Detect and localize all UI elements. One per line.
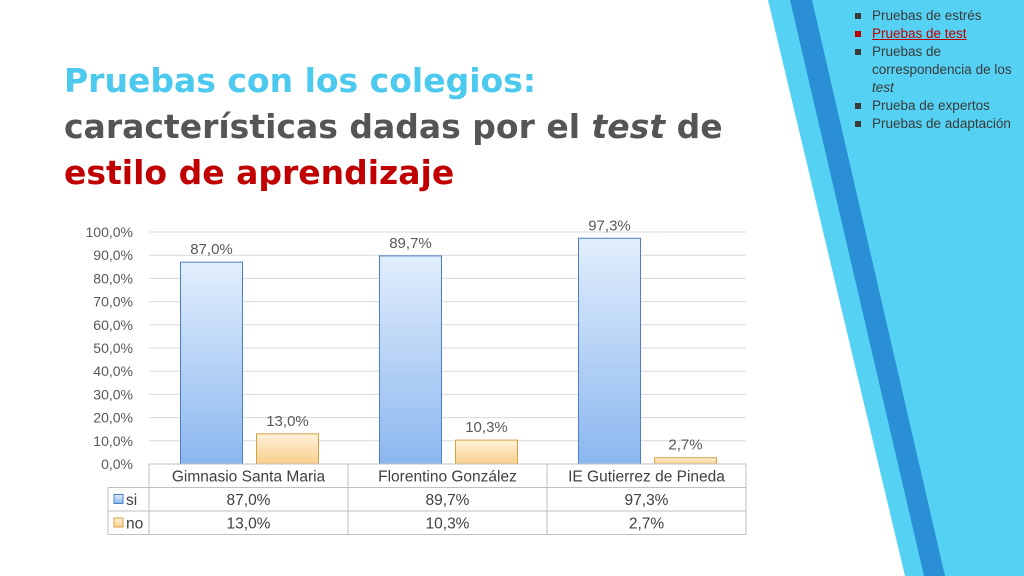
table-value-si: 87,0% — [227, 492, 271, 509]
y-tick-label: 90,0% — [93, 247, 133, 263]
data-label-no: 10,3% — [465, 419, 508, 436]
title-line-2-b: de — [665, 107, 723, 146]
data-label-si: 97,3% — [588, 217, 631, 234]
nav-item-label: Pruebas de test — [872, 26, 967, 41]
bar-si — [180, 261, 243, 465]
nav-item-test[interactable]: Pruebas de test — [852, 25, 1012, 43]
y-tick-label: 70,0% — [93, 294, 133, 310]
legend-swatch-si — [113, 494, 124, 504]
nav-item-label: Pruebas de adaptación — [872, 116, 1011, 131]
category-label: Gimnasio Santa Maria — [172, 469, 326, 486]
table-value-si: 97,3% — [625, 492, 669, 509]
nav-item-label: Prueba de expertos — [872, 98, 990, 113]
y-tick-label: 40,0% — [93, 363, 133, 379]
bar-no — [455, 439, 518, 465]
data-label-no: 13,0% — [266, 413, 309, 430]
table-value-si: 89,7% — [426, 492, 470, 509]
bar-no — [256, 433, 319, 465]
y-tick-label: 30,0% — [93, 386, 133, 402]
y-tick-label: 60,0% — [93, 317, 133, 333]
nav-item-label-a: Pruebas de correspondencia de los — [872, 44, 1012, 77]
nav-item-expertos[interactable]: Prueba de expertos — [852, 97, 1012, 115]
title-line-1: Pruebas con los colegios: — [64, 61, 537, 100]
legend-label-no: no — [126, 516, 143, 533]
table-value-no: 13,0% — [227, 516, 271, 533]
nav-item-label: Pruebas de estrés — [872, 8, 982, 23]
data-label-si: 87,0% — [190, 241, 233, 258]
y-tick-label: 100,0% — [86, 224, 133, 240]
data-label-no: 2,7% — [668, 437, 702, 454]
legend-swatch-no — [113, 517, 124, 528]
data-label-si: 89,7% — [389, 235, 432, 252]
y-tick-label: 0,0% — [101, 456, 133, 472]
y-tick-label: 20,0% — [93, 410, 133, 426]
y-tick-label: 50,0% — [93, 340, 133, 356]
bar-no — [654, 457, 717, 465]
nav-item-label-em: test — [872, 80, 894, 95]
nav-item-estres[interactable]: Pruebas de estrés — [852, 7, 1012, 25]
nav-item-correspondencia[interactable]: Pruebas de correspondencia de los test — [852, 43, 1012, 97]
section-nav-list: Pruebas de estrés Pruebas de test Prueba… — [852, 7, 1012, 133]
title-line-2: características dadas por el test de — [64, 107, 723, 146]
nav-item-adaptacion[interactable]: Pruebas de adaptación — [852, 115, 1012, 133]
title-line-2-em: test — [591, 107, 666, 146]
category-label: Florentino González — [378, 469, 517, 486]
title-line-3: estilo de aprendizaje — [64, 153, 455, 192]
table-value-no: 2,7% — [629, 516, 665, 533]
y-tick-label: 10,0% — [93, 433, 133, 449]
legend-label-si: si — [126, 492, 137, 509]
table-value-no: 10,3% — [426, 516, 470, 533]
category-label: IE Gutierrez de Pineda — [568, 469, 725, 486]
y-tick-label: 80,0% — [93, 270, 133, 286]
slide-title: Pruebas con los colegios: característica… — [64, 58, 764, 196]
bar-si — [379, 255, 442, 465]
title-line-2-a: características dadas por el — [64, 107, 592, 146]
bar-si — [578, 237, 641, 465]
blue-stripe-shape — [790, 0, 945, 576]
